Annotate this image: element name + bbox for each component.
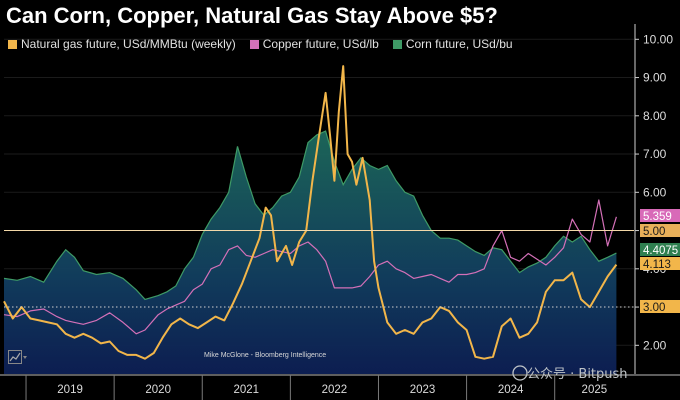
legend-label-natural-gas: Natural gas future, USd/MMBtu (weekly) xyxy=(21,37,236,51)
x-tick-label-6: 2025 xyxy=(582,384,608,396)
value-tag-label-1: 5.00 xyxy=(643,226,665,238)
value-tag-4 xyxy=(640,300,680,313)
series-line-copper-future-usd-lb xyxy=(3,199,617,335)
value-tag-label-0: 5.359 xyxy=(643,211,672,223)
y-tick-label-7: 9.00 xyxy=(643,71,667,85)
legend-swatch-copper xyxy=(249,39,259,49)
legend-item-natural-gas: Natural gas future, USd/MMBtu (weekly) xyxy=(8,37,236,51)
x-tick-label-5: 2024 xyxy=(498,384,524,396)
series-line-corn-future-usd-bu xyxy=(3,130,617,301)
reference-lines xyxy=(4,230,634,308)
legend-label-corn: Corn future, USd/bu xyxy=(405,37,513,51)
plot-series xyxy=(3,65,618,374)
legend-item-corn: Corn future, USd/bu xyxy=(392,37,513,51)
value-tag-0 xyxy=(640,209,680,222)
y-tick-label-5: 7.00 xyxy=(643,147,667,161)
chart-type-icon[interactable] xyxy=(8,350,28,364)
value-tag-3 xyxy=(640,257,680,270)
chart-title: Can Corn, Copper, Natural Gas Stay Above… xyxy=(6,3,498,28)
legend: Natural gas future, USd/MMBtu (weekly) C… xyxy=(8,35,527,53)
y-tick-label-4: 6.00 xyxy=(643,185,667,199)
value-tags: 5.359 5.00 4.4075 4.113 3.00 xyxy=(640,209,680,314)
wechat-icon xyxy=(512,365,528,381)
x-tick-label-2: 2021 xyxy=(234,384,260,396)
legend-swatch-corn xyxy=(392,39,402,49)
x-tick-label-3: 2022 xyxy=(322,384,348,396)
value-tag-label-3: 4.113 xyxy=(643,259,671,271)
y-tick-label-0: 2.00 xyxy=(643,338,667,352)
legend-item-copper: Copper future, USd/lb xyxy=(249,37,379,51)
legend-label-copper: Copper future, USd/lb xyxy=(262,37,379,51)
y-tick-label-6: 8.00 xyxy=(643,109,667,123)
legend-swatch-natural-gas xyxy=(8,39,17,49)
x-tick-label-1: 2020 xyxy=(145,384,171,396)
series-line-natural-gas-future-usd-mmbtu-weekly xyxy=(3,65,618,360)
watermark-text: 公众号 · Bitpush xyxy=(527,367,628,382)
value-tag-label-2: 4.4075 xyxy=(643,245,678,257)
x-tick-label-0: 2019 xyxy=(57,384,83,396)
value-tag-2 xyxy=(640,243,680,256)
series-area-corn-future-usd-bu xyxy=(4,131,617,374)
x-tick-label-4: 2023 xyxy=(410,384,436,396)
y-tick-label-8: 10.00 xyxy=(643,32,673,46)
value-tag-1 xyxy=(640,224,680,237)
value-tag-label-4: 3.00 xyxy=(643,302,665,314)
attribution-text: Mike McGlone - Bloomberg Intelligence xyxy=(204,352,326,359)
x-axis: 2019 2020 2021 2022 2023 2024 2025 xyxy=(0,374,680,400)
